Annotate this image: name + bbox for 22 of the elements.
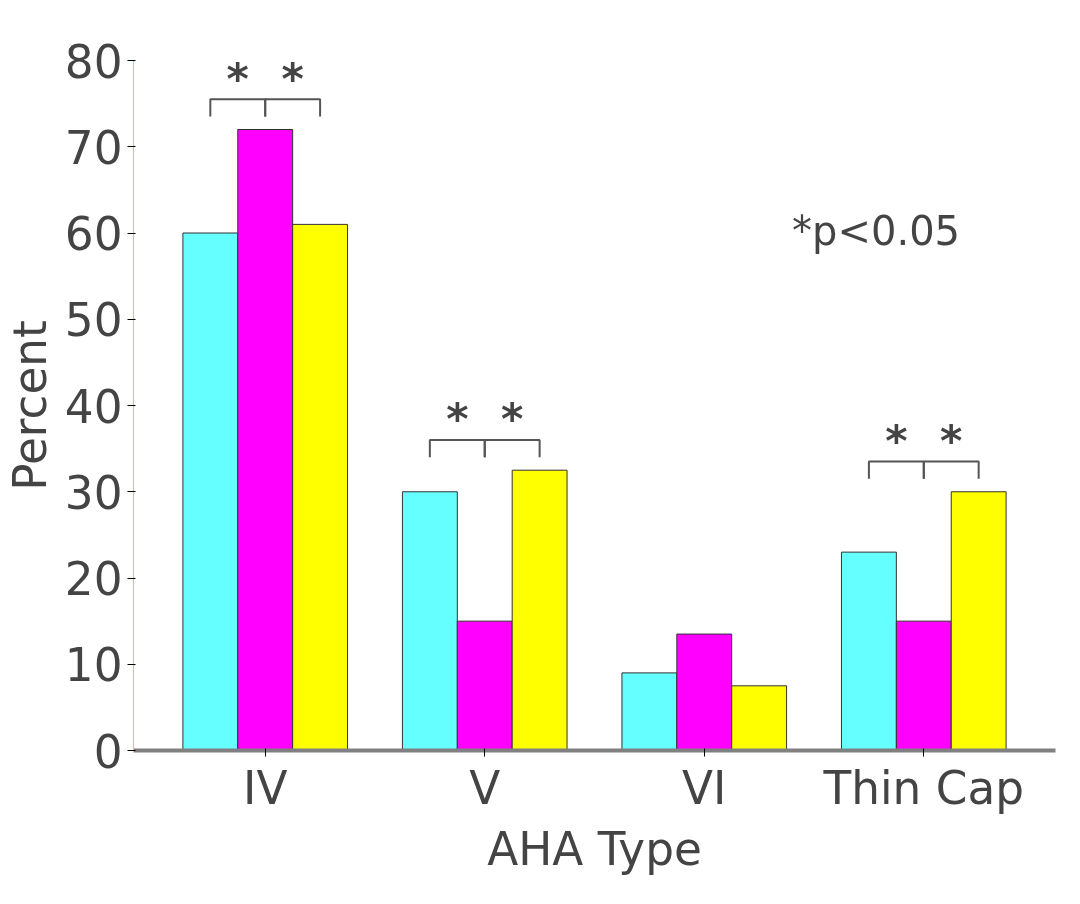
annotation: * [281,53,304,104]
annotation: * [885,415,908,466]
y-tick-label: 0 [93,725,123,779]
annotation: * [226,53,249,104]
y-tick-label: 60 [64,208,123,261]
x-tick-label: Thin Cap [822,761,1024,815]
x-tick-label: IV [243,761,288,815]
annotation: * [940,415,963,466]
y-tick-label: 70 [64,121,123,175]
annotation: * [446,394,469,445]
y-tick-label: 20 [64,553,123,606]
x-tick-label: VI [682,761,727,815]
y-tick-label: 80 [64,35,123,89]
y-tick-label: 10 [64,639,123,693]
y-tick-label: 50 [64,294,123,348]
annotation: *p<0.05 [792,207,961,254]
annotation: * [501,394,524,445]
y-tick-label: 40 [64,380,123,434]
y-tick-label: 30 [64,466,123,520]
y-axis-title: Percent [3,320,57,491]
x-tick-label: V [469,761,501,815]
x-axis-title: AHA Type [487,822,702,876]
